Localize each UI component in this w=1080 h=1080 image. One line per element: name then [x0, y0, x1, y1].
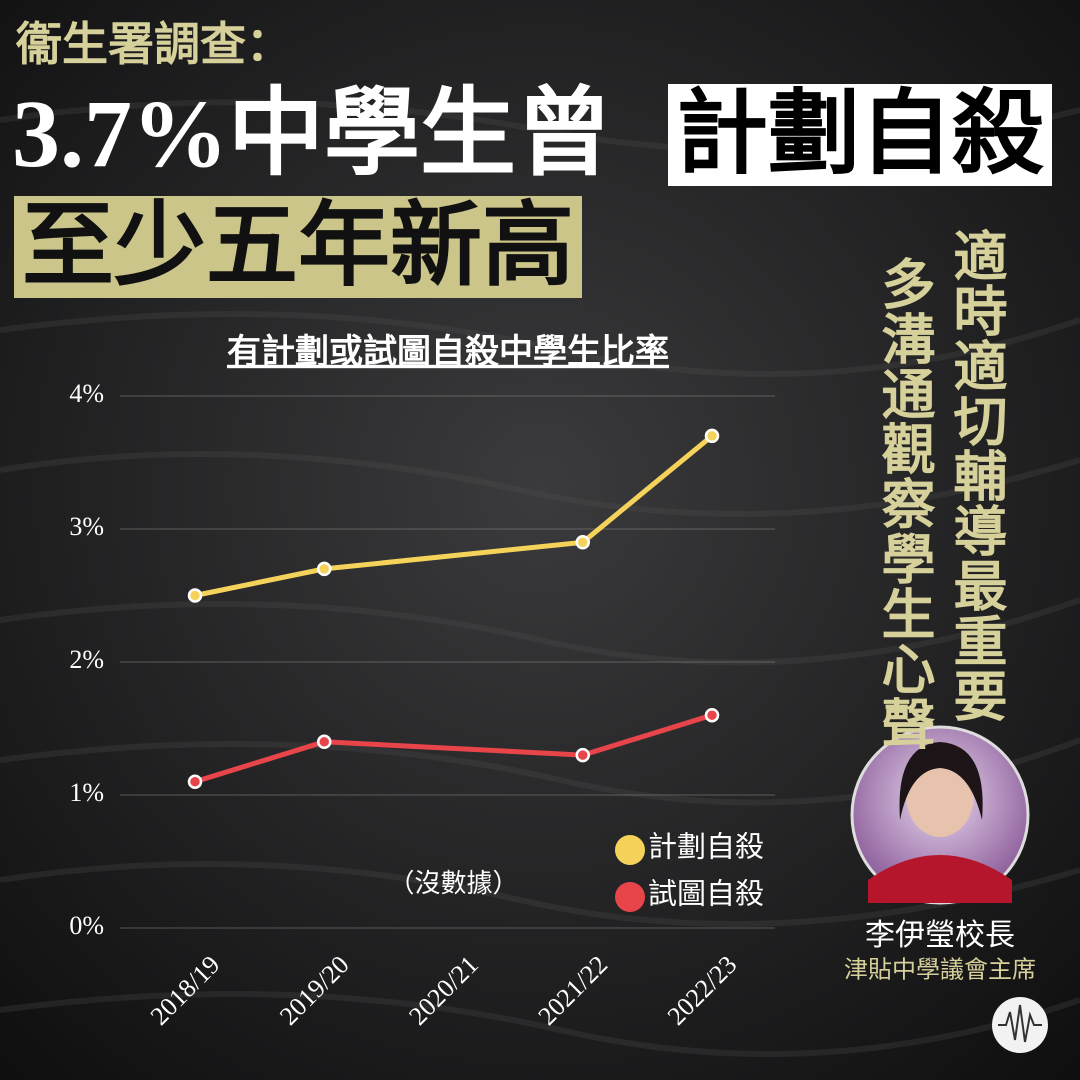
headline-highlight: 計劃自殺	[668, 84, 1053, 186]
y-tick-label: 2%	[69, 645, 104, 674]
line	[194, 712, 713, 785]
quote: 多溝通觀察學生心聲	[873, 256, 933, 751]
y-tick-label: 4%	[69, 379, 104, 408]
point	[317, 734, 332, 750]
line	[194, 433, 714, 598]
y-tick-label: 0%	[69, 911, 104, 940]
chart-title: 有計劃或試圖自殺中學生比率	[227, 333, 669, 371]
person-role: 津貼中學議會主席	[844, 957, 1036, 984]
x-tick-label: 2018/19	[145, 950, 226, 1031]
subheadline: 至少五年新高	[14, 196, 583, 298]
point	[575, 747, 590, 763]
annotation: （沒數據）	[388, 869, 518, 898]
x-tick-label: 2021/22	[532, 950, 613, 1031]
person-name: 李伊瑩校長	[865, 919, 1015, 952]
x-tick-label: 2019/20	[274, 950, 355, 1031]
x-tick-label: 2020/21	[403, 950, 484, 1031]
headline: 3.7%中學生曾	[12, 80, 612, 187]
point	[704, 707, 720, 723]
quote: 適時適切輔導最重要	[945, 228, 1005, 723]
x-tick-label: 2022/23	[662, 950, 743, 1031]
legend-swatch	[615, 835, 645, 865]
point	[317, 561, 332, 577]
point	[187, 588, 203, 603]
y-tick-label: 3%	[69, 512, 104, 541]
kicker: 衞生署調查：	[16, 19, 292, 70]
point	[187, 774, 203, 789]
point	[704, 428, 720, 444]
point	[575, 535, 590, 550]
legend-label: 試圖自殺	[648, 878, 764, 911]
legend-label: 計劃自殺	[648, 831, 764, 864]
legend-swatch	[615, 882, 645, 912]
y-tick-label: 1%	[69, 778, 104, 807]
